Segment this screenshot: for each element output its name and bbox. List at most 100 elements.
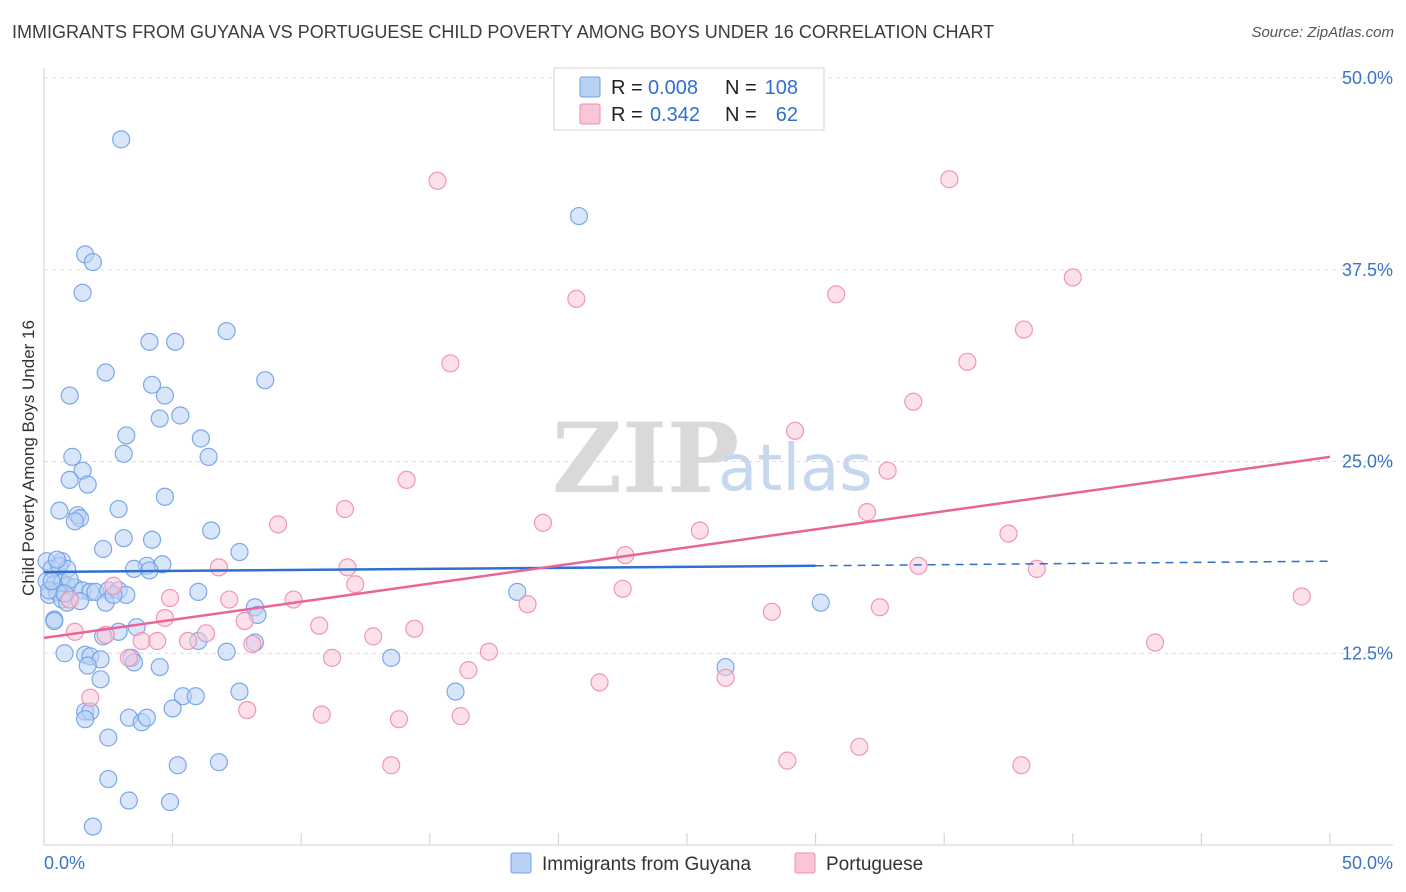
axes (43, 68, 1393, 846)
guyana-point-103 (47, 550, 66, 569)
portuguese-point-42 (196, 624, 216, 643)
guyana-point-80 (382, 648, 401, 667)
guyana-point-100 (83, 817, 102, 836)
guyana-point-82 (91, 670, 110, 689)
y-tick-label-2: 37.5% (1342, 260, 1393, 280)
portuguese-point-61 (81, 688, 100, 707)
watermark: ZIP atlas (552, 402, 873, 515)
portuguese-point-46 (148, 631, 167, 651)
portuguese-point-15 (690, 521, 709, 540)
portuguese-point-22 (1027, 559, 1046, 578)
guyana-point-71 (55, 644, 74, 663)
guyana-point-19 (63, 447, 82, 466)
guyana-point-23 (155, 487, 174, 506)
guyana-point-60 (508, 582, 527, 601)
portuguese-point-31 (762, 602, 781, 621)
guyana-point-17 (114, 444, 133, 463)
guyana-point-32 (94, 539, 113, 559)
portuguese-point-55 (451, 707, 470, 726)
portuguese-point-57 (850, 737, 869, 756)
guyana-point-29 (202, 521, 221, 540)
guyana-point-22 (60, 470, 79, 490)
portuguese-point-13 (268, 515, 288, 534)
guyana-point-9 (256, 371, 275, 390)
guyana-point-18 (199, 447, 218, 466)
correlation-legend: R = 0.008 N = 108 R = 0.342 N = 62 (553, 67, 825, 131)
portuguese-point-28 (220, 590, 239, 609)
guyana-point-15 (117, 426, 136, 445)
guyana-point-10 (142, 375, 162, 394)
portuguese-point-3 (567, 289, 586, 308)
trend-line-guyana (43, 564, 816, 574)
portuguese-point-58 (382, 756, 401, 775)
portuguese-point-10 (878, 461, 897, 480)
portuguese-point-9 (785, 421, 805, 440)
portuguese-point-40 (132, 631, 151, 651)
y-tick-label-0: 12.5% (1342, 643, 1393, 663)
guyana-point-4 (73, 283, 92, 302)
guyana-point-12 (155, 386, 174, 405)
guyana-point-5 (217, 322, 236, 341)
guyana-point-93 (137, 708, 156, 727)
y-tick-label-1: 25.0% (1342, 452, 1393, 472)
portuguese-point-60 (1012, 756, 1031, 775)
guyana-point-91 (76, 710, 95, 729)
guyana-point-95 (168, 756, 187, 775)
guyana-point-96 (209, 753, 228, 772)
guyana-point-59 (189, 582, 208, 601)
legend-swatch-guyana (579, 76, 601, 98)
portuguese-point-23 (104, 576, 123, 595)
portuguese-point-21 (909, 556, 928, 575)
y-axis-label: Child Poverty Among Boys Under 16 (19, 320, 38, 596)
portuguese-point-35 (235, 611, 254, 631)
portuguese-point-12 (335, 499, 355, 519)
portuguese-point-27 (160, 588, 180, 608)
guyana-point-86 (446, 682, 465, 701)
portuguese-point-5 (1014, 320, 1034, 339)
portuguese-point-47 (322, 648, 342, 667)
guyana-point-77 (150, 657, 169, 677)
guyana-point-21 (78, 475, 97, 494)
portuguese-point-0 (428, 171, 447, 190)
y-tick-label-3: 50.0% (1342, 68, 1393, 88)
trend-line-portuguese (43, 455, 1331, 640)
portuguese-point-59 (778, 751, 797, 770)
portuguese-point-56 (389, 710, 409, 729)
guyana-point-94 (99, 728, 118, 747)
guyana-point-0 (112, 130, 131, 149)
portuguese-point-30 (518, 595, 537, 614)
guyana-point-79 (217, 642, 236, 661)
portuguese-point-6 (441, 354, 460, 373)
trend-lines (43, 455, 1331, 640)
portuguese-point-33 (1292, 587, 1311, 606)
guyana-point-3 (83, 252, 102, 272)
guyana-point-16 (191, 429, 210, 448)
guyana-point-25 (109, 499, 128, 519)
legend-n-value-guyana: 108 (765, 77, 798, 99)
portuguese-point-49 (459, 661, 478, 680)
guyana-point-63 (811, 593, 830, 612)
legend-r-value-portuguese: 0.342 (650, 104, 700, 126)
portuguese-point-24 (346, 575, 365, 594)
portuguese-point-2 (1063, 268, 1082, 287)
portuguese-point-44 (364, 627, 383, 646)
portuguese-point-51 (590, 673, 609, 692)
guyana-point-84 (186, 687, 205, 706)
portuguese-point-29 (284, 590, 303, 609)
portuguese-point-16 (999, 524, 1018, 543)
guyana-point-7 (166, 332, 185, 351)
chart-title: IMMIGRANTS FROM GUYANA VS PORTUGUESE CHI… (12, 22, 995, 42)
portuguese-point-20 (209, 558, 228, 577)
portuguese-point-36 (310, 616, 329, 635)
guyana-point-102 (42, 572, 61, 591)
guyana-point-14 (171, 406, 190, 425)
portuguese-point-52 (716, 668, 735, 687)
guyana-point-85 (230, 682, 249, 701)
guyana-point-1 (569, 206, 589, 226)
portuguese-point-11 (397, 470, 416, 490)
guyana-point-98 (119, 791, 138, 810)
guyana-point-11 (60, 386, 79, 405)
bottom-legend-label-guyana: Immigrants from Guyana (542, 854, 751, 875)
portuguese-point-19 (338, 558, 357, 577)
portuguese-point-4 (827, 285, 846, 304)
